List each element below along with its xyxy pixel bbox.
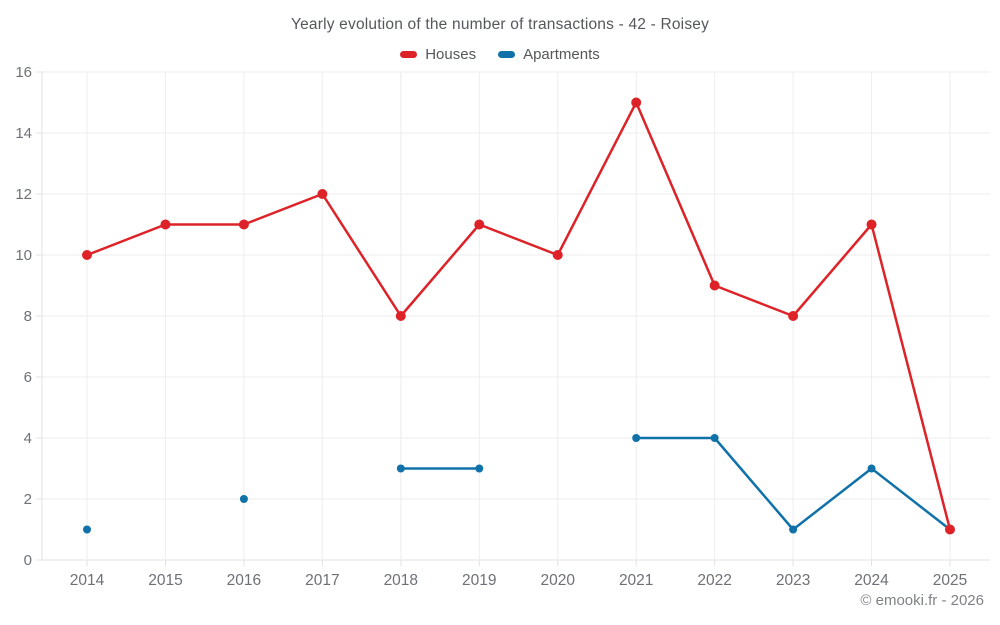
svg-text:0: 0: [24, 552, 32, 569]
chart-title: Yearly evolution of the number of transa…: [290, 16, 710, 33]
svg-text:2018: 2018: [384, 572, 418, 589]
svg-text:2: 2: [24, 491, 32, 508]
svg-text:2015: 2015: [148, 572, 182, 589]
svg-text:4: 4: [24, 430, 32, 447]
svg-text:6: 6: [24, 369, 32, 386]
svg-text:2023: 2023: [776, 572, 810, 589]
legend-item-apartments[interactable]: Apartments: [498, 46, 600, 63]
svg-text:14: 14: [15, 125, 32, 142]
svg-text:2014: 2014: [70, 572, 105, 589]
legend-label-apartments: Apartments: [523, 46, 600, 63]
svg-text:2019: 2019: [462, 572, 496, 589]
svg-text:2022: 2022: [697, 572, 731, 589]
chart-legend: Houses Apartments: [0, 46, 1000, 63]
houses-series-swatch-icon: [400, 51, 418, 58]
svg-text:2017: 2017: [305, 572, 339, 589]
legend-label-houses: Houses: [425, 46, 477, 63]
svg-text:2021: 2021: [619, 572, 653, 589]
svg-text:10: 10: [15, 247, 32, 264]
svg-text:16: 16: [15, 64, 32, 81]
apartments-series-swatch-icon: [498, 51, 516, 58]
svg-text:2024: 2024: [854, 572, 889, 589]
svg-text:8: 8: [24, 308, 32, 325]
svg-text:2020: 2020: [540, 572, 575, 589]
svg-text:2025: 2025: [933, 572, 967, 589]
copyright-note: © emooki.fr - 2026: [860, 592, 984, 609]
svg-text:2016: 2016: [227, 572, 261, 589]
legend-item-houses[interactable]: Houses: [400, 46, 476, 63]
svg-text:12: 12: [15, 186, 32, 203]
